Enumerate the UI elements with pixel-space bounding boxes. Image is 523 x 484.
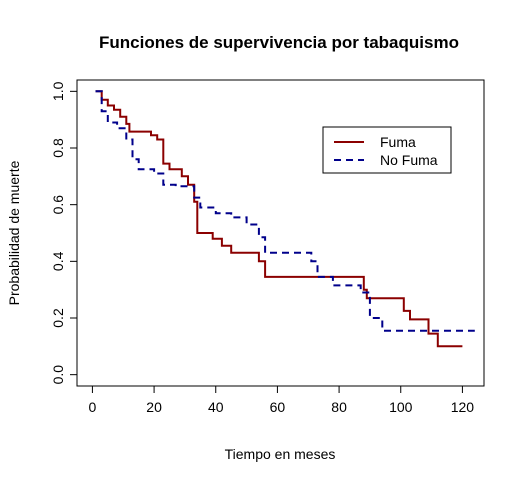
x-tick-label: 100 [389, 399, 413, 415]
y-axis-label: Probabilidad de muerte [6, 160, 22, 305]
y-tick-label: 0.4 [50, 251, 66, 271]
y-tick-label: 1.0 [50, 81, 66, 101]
plot-frame [76, 79, 485, 387]
x-tick-label: 40 [208, 399, 224, 415]
x-tick-label: 80 [331, 399, 347, 415]
legend-label-fuma: Fuma [380, 134, 416, 150]
x-tick-label: 60 [270, 399, 286, 415]
legend-box [322, 126, 452, 174]
y-axis: 0.0 0.2 0.4 0.6 0.8 1.0 [50, 81, 78, 385]
x-axis: 0 20 40 60 80 100 120 [89, 385, 475, 415]
y-tick-label: 0.0 [50, 365, 66, 385]
legend-label-no-fuma: No Fuma [380, 152, 438, 168]
series-line-0 [95, 90, 463, 348]
y-tick-label: 0.2 [50, 308, 66, 328]
chart-title: Funciones de supervivencia por tabaquism… [99, 33, 459, 52]
legend: Fuma No Fuma [322, 126, 452, 174]
x-tick-label: 20 [146, 399, 162, 415]
y-tick-label: 0.8 [50, 138, 66, 158]
y-tick-label: 0.6 [50, 195, 66, 215]
series-line-1 [95, 90, 475, 332]
x-tick-label: 0 [89, 399, 97, 415]
x-axis-label: Tiempo en meses [225, 446, 336, 462]
x-tick-label: 120 [451, 399, 475, 415]
series-layer [95, 90, 475, 348]
